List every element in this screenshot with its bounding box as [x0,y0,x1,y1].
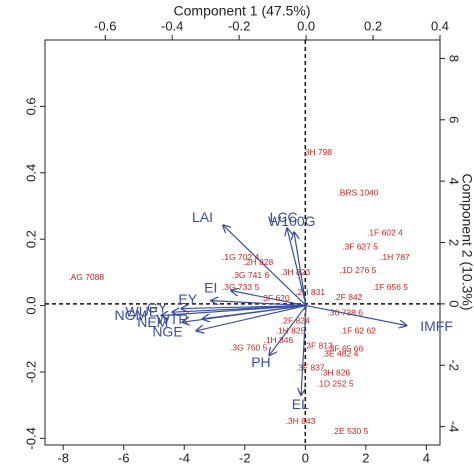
y2-tick-label: -0.4 [23,427,38,449]
score-label: .1F 656 5 [372,282,408,292]
score-label: .3G 741 6 [232,270,270,280]
y2-tick-label: 0.6 [23,97,38,115]
score-label: .30 738 6 [328,307,364,317]
y-tick-label: 2 [447,239,462,246]
x-tick-label: -2 [239,450,251,465]
loading-arrow [269,305,307,356]
loading-label: PH [251,354,270,370]
y2-tick-label: -0.2 [23,361,38,383]
loading-label: NEM [137,314,168,330]
score-label: .3F 627 5 [342,242,378,252]
loading-label: EL [292,396,309,412]
x2-tick-label: -0.6 [94,18,116,33]
score-label: .1H 825 [276,325,306,335]
y2-tick-label: 0.4 [23,164,38,182]
y2-tick-label: 0.0 [23,297,38,315]
score-label: .3G 760 5 [230,342,268,352]
loading-arrow [294,232,307,306]
score-label: .3E 482 4 [322,348,359,358]
y-tick-label: -4 [447,421,462,433]
score-label: .1H 846 [263,335,293,345]
loading-label: NGM [115,307,148,323]
score-label: .BRS 1040 [337,187,378,197]
x2-tick-label: 0.2 [364,18,382,33]
x-tick-label: 2 [362,450,369,465]
score-label: .2F 842 [334,292,363,302]
loading-label: LCC [270,209,298,225]
x-tick-label: 4 [423,450,430,465]
y-tick-label: 0 [447,300,462,307]
y-axis-title: Component 2 (10.3%) [459,174,474,311]
loading-label: IMFF [420,318,453,334]
x-tick-label: -8 [57,450,69,465]
loading-label: EI [204,279,217,295]
score-label: .3F 837 [296,363,325,373]
y-tick-label: 4 [447,178,462,185]
loading-label: NGE [152,324,182,340]
score-label: .3H 843 [286,416,316,426]
score-label: .2H 828 [244,257,274,267]
loading-arrow [287,228,307,306]
score-label: .3F 813 [304,340,333,350]
y-tick-label: 8 [447,55,462,62]
loading-label: W100G [268,213,315,229]
score-label: .3G 733 5 [222,282,260,292]
score-label: .3H 826 [320,367,350,377]
x2-tick-label: -0.4 [161,18,183,33]
x-tick-label: -4 [178,450,190,465]
score-label: .3F 620 [261,293,290,303]
x-tick-label: -6 [118,450,130,465]
score-label: .3F 65 66 [327,344,363,354]
y-tick-label: 6 [447,116,462,123]
loading-arrow [172,304,307,313]
loading-label: WUE [126,303,159,319]
loading-arrow [305,304,406,326]
y-tick-label: -2 [447,359,462,371]
score-label: .2E 530 5 [332,426,369,436]
loading-label: EY [178,291,197,307]
x2-tick-label: 0.4 [431,18,449,33]
x2-tick-label: -0.2 [228,18,250,33]
score-label: .1G 702 4 [222,252,260,262]
score-label: .2H 831 [295,287,325,297]
score-label: 3H 798 [305,147,333,157]
plot-frame [44,39,441,446]
loading-arrow [301,305,307,396]
score-label: .1D 276 5 [340,265,377,275]
loading-arrow [231,291,307,307]
loading-label: WTR [157,311,189,327]
score-label: .AG 7088 [68,272,104,282]
loading-arrow [223,225,307,307]
loading-label: LAI [192,209,213,225]
score-label: .1F 602 4 [367,228,403,238]
loading-arrow [211,301,307,307]
score-label: .3H 823 [280,267,310,277]
x2-tick-label: 0.0 [297,18,315,33]
loading-arrow [182,304,307,323]
y2-tick-label: 0.2 [23,230,38,248]
x-axis-title: Component 1 (47.5%) [174,3,311,19]
score-label: .1H 787 [380,252,410,262]
score-label: .1F 62 62 [340,325,376,335]
x-tick-label: 0 [302,450,309,465]
loading-arrow [196,304,307,331]
score-label: .1D 252 5 [317,379,354,389]
